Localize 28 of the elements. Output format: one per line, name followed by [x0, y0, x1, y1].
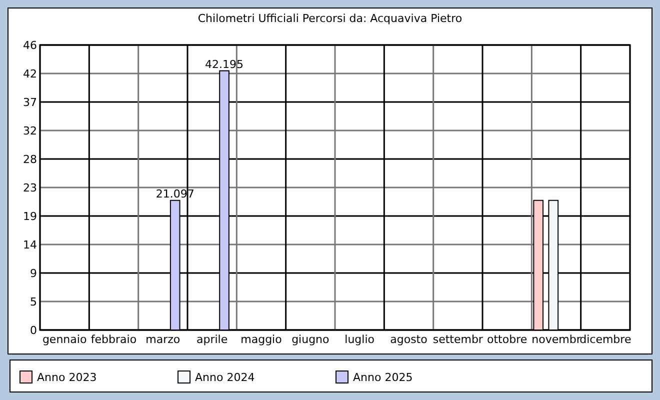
legend-label: Anno 2024: [195, 371, 255, 384]
y-tick-label: 32: [23, 124, 37, 138]
x-tick-label: settembr: [432, 333, 484, 346]
x-tick-label: giugno: [292, 333, 330, 346]
y-tick-label: 42: [23, 68, 37, 80]
y-tick-label: 19: [23, 210, 37, 223]
x-tick-label: novembr: [532, 333, 582, 346]
x-tick-label: dicembre: [580, 333, 632, 346]
y-tick-label: 37: [23, 96, 37, 109]
y-tick-label: 28: [23, 153, 37, 166]
x-tick-label: gennaio: [42, 333, 87, 346]
y-tick-label: 5: [30, 296, 37, 308]
y-tick-label: 14: [23, 238, 37, 252]
y-tick-label: 9: [30, 267, 37, 280]
y-tick-label: 0: [30, 324, 37, 337]
x-tick-label: marzo: [146, 333, 180, 346]
x-tick-label: luglio: [344, 333, 375, 346]
legend-label: Anno 2025: [353, 371, 413, 384]
x-tick-label: febbraio: [90, 333, 137, 346]
chart-title: Chilometri Ufficiali Percorsi da: Acquaviva Pietro: [198, 12, 462, 25]
y-tick-label: 23: [23, 182, 37, 194]
x-tick-label: maggio: [240, 333, 282, 346]
legend-label: Anno 2023: [37, 371, 97, 384]
y-tick-label: 46: [23, 39, 37, 52]
x-tick-label: aprile: [196, 333, 228, 346]
data-label: 42.195: [205, 58, 244, 71]
x-tick-label: agosto: [390, 333, 428, 346]
x-tick-label: ottobre: [487, 333, 528, 346]
